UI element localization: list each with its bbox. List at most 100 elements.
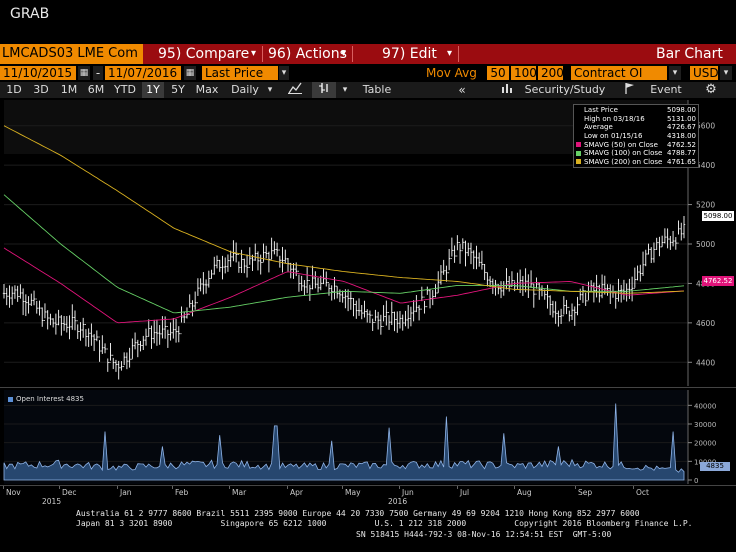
oi-tick-label: 30000 [694,421,716,429]
oi-tick-label: 20000 [694,440,716,448]
chart-type-label[interactable]: Bar Chart [656,46,723,62]
legend-row: High on 03/18/16 5131.00 [576,115,696,124]
series-swatch [576,142,581,148]
calendar-icon[interactable]: ▦ [78,66,90,80]
flag-icon[interactable] [622,82,638,98]
chart-toggle-icon[interactable] [500,82,514,98]
chart-legend: Last Price 5098.00 High on 03/18/16 5131.00… [573,104,699,168]
price-tick-label: 5600 [696,122,715,131]
price-tick-label: 4400 [696,358,715,367]
range-5y-button[interactable]: 5Y [171,83,185,96]
legend-row: SMAVG (100) on Close 4788.77 [576,149,696,158]
x-month-label: Feb [175,488,189,497]
oi-last-tag: 4835 [700,462,730,471]
x-month-label: Dec [62,488,77,497]
panel-divider [0,387,736,388]
end-date-field[interactable]: 11/07/2016 [105,66,181,80]
gear-icon[interactable]: ⚙ [705,82,717,97]
footer-line-3: SN 518415 H444-792-3 08-Nov-16 12:54:51 … [356,530,612,539]
ma-tag: 4762.52 [702,276,734,286]
price-tick-label: 5200 [696,201,715,210]
legend-label: Last Price [584,106,618,115]
moving-average-line [3,125,685,294]
moving-average-line [3,247,685,324]
last-price-tag: 5098.00 [702,211,734,221]
range-max-button[interactable]: Max [195,83,219,96]
compare-button[interactable]: 95) Compare [158,46,250,62]
command-bar: LMCADS03 LME Com 95) Compare ▾ 96) Actio… [0,44,736,64]
double-chevron-left-icon[interactable]: « [458,83,466,97]
ticker-field[interactable]: LMCADS03 LME Com [0,44,143,64]
frequency-select[interactable]: Daily [231,83,259,96]
mov-avg-50-field[interactable]: 50 [487,66,509,80]
oi-legend: Open Interest 4835 [8,395,84,403]
legend-value: 5131.00 [667,114,696,123]
open-interest-chart: 400003000020000100000 [3,390,716,484]
open-interest-area [3,403,685,481]
x-year-label: 2016 [388,497,408,506]
series-swatch [576,150,581,156]
legend-label: SMAVG (50) on Close [584,140,658,149]
bar-style-icon[interactable] [312,82,336,98]
legend-row: Low on 01/15/16 4318.00 [576,132,696,141]
lower-field-select[interactable]: Contract OI [571,66,667,80]
chevron-down-icon: ▾ [341,48,347,59]
x-month-label: Aug [517,488,532,497]
oi-tick-label: 40000 [694,402,716,410]
legend-value: 4726.67 [667,123,696,132]
chevron-down-icon[interactable]: ▾ [267,85,273,95]
field-select[interactable]: Last Price [202,66,278,80]
chevron-down-icon: ▾ [447,48,453,59]
price-tick-label: 4600 [696,319,715,328]
table-button[interactable]: Table [362,83,392,96]
legend-value: 4788.77 [667,149,696,158]
legend-value: 4318.00 [667,132,696,141]
x-month-label: Sep [578,488,593,497]
chevron-down-icon[interactable]: ▾ [720,66,732,80]
range-1d-button[interactable]: 1D [6,83,22,96]
legend-label: SMAVG (200) on Close [584,157,662,166]
window-title: GRAB [10,6,50,22]
actions-button[interactable]: 96) Actions [268,46,347,62]
footer-line-1: Australia 61 2 9777 8600 Brazil 5511 239… [76,509,640,518]
range-ytd-button[interactable]: YTD [114,83,136,96]
price-tick-label: 5000 [696,240,715,249]
x-axis: Nov Dec Jan Feb Mar Apr May Jun Jul Aug Sep Oct 2015… [0,485,736,506]
moving-averages [3,125,685,324]
legend-label: Average [584,123,613,132]
chevron-down-icon[interactable]: ▾ [279,66,289,80]
mov-avg-200-field[interactable]: 200 [538,66,564,80]
range-1m-button[interactable]: 1M [60,83,78,96]
mov-avg-label: Mov Avg [426,66,477,80]
start-date-field[interactable]: 11/10/2015 [0,66,76,80]
oi-tick-label: 0 [694,477,698,484]
line-tool-icon[interactable] [282,82,308,98]
x-month-label: May [345,488,361,497]
footer-line-2: Japan 81 3 3201 8900 Singapore 65 6212 1… [76,519,693,528]
mov-avg-100-field[interactable]: 100 [511,66,537,80]
legend-label: SMAVG (100) on Close [584,149,662,158]
dash-separator: - [93,66,103,80]
series-swatch [576,108,581,113]
x-month-label: Jun [402,488,414,497]
legend-label: Low on 01/15/16 [584,132,643,141]
calendar-icon[interactable]: ▦ [184,66,196,80]
legend-row: SMAVG (50) on Close 4762.52 [576,140,696,149]
range-6m-button[interactable]: 6M [87,83,105,96]
series-swatch [576,116,581,121]
legend-value: 5098.00 [667,106,696,115]
series-swatch [8,396,13,402]
range-1y-button[interactable]: 1Y [142,82,164,98]
x-month-label: Mar [232,488,247,497]
settings-row: 11/10/2015 ▦ - 11/07/2016 ▦ Last Price ▾… [0,66,736,80]
edit-button[interactable]: 97) Edit [382,46,437,62]
price-chart: 5600540052005000480046004400 [2,100,715,386]
range-3d-button[interactable]: 3D [33,83,49,96]
currency-select[interactable]: USD [690,66,719,80]
event-button[interactable]: Event [650,83,682,96]
oi-label: Open Interest 4835 [16,395,84,403]
chevron-down-icon[interactable]: ▾ [669,66,681,80]
legend-row: Average 4726.67 [576,123,696,132]
chevron-down-icon[interactable]: ▾ [342,85,348,95]
security-study-button[interactable]: Security/Study [524,83,606,96]
